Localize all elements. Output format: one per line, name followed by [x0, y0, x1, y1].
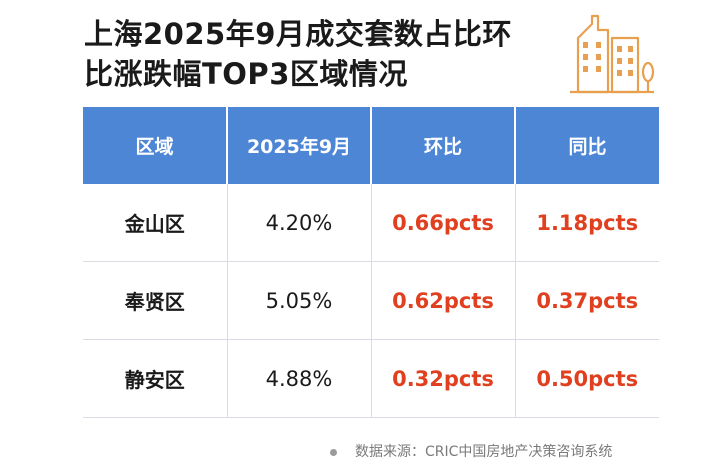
ratio-cell: 4.20%: [227, 184, 372, 262]
district-cell: 静安区: [83, 339, 228, 418]
header-row: 区域 2025年9月 环比 同比: [83, 107, 659, 184]
source-text: 数据来源：CRIC中国房地产决策咨询系统: [355, 444, 613, 460]
mom-cell: 0.62pcts: [371, 261, 516, 340]
header-yoy: 同比: [515, 107, 659, 184]
header-ratio: 2025年9月: [227, 107, 372, 184]
source-note: 数据来源：CRIC中国房地产决策咨询系统: [330, 441, 612, 461]
title-line-1: 上海2025年9月成交套数占比环: [84, 17, 512, 51]
mom-cell: 0.66pcts: [371, 184, 516, 262]
yoy-cell: 0.50pcts: [515, 339, 659, 418]
header-mom: 环比: [371, 107, 516, 184]
yoy-cell: 1.18pcts: [515, 184, 659, 262]
ratio-cell: 5.05%: [227, 261, 372, 340]
bullet-dot: [330, 448, 337, 456]
table-row: 奉贤区 5.05% 0.62pcts 0.37pcts: [83, 261, 659, 340]
data-table: 区域 2025年9月 环比 同比 金山区 4.20% 0.66pcts 1.18…: [83, 107, 659, 418]
ratio-cell: 4.88%: [227, 339, 372, 418]
table-row: 静安区 4.88% 0.32pcts 0.50pcts: [83, 339, 659, 418]
page-title: 上海2025年9月成交套数占比环 比涨跌幅TOP3区域情况: [84, 14, 574, 94]
yoy-cell: 0.37pcts: [515, 261, 659, 340]
district-cell: 奉贤区: [83, 261, 228, 340]
table-row: 金山区 4.20% 0.66pcts 1.18pcts: [83, 184, 659, 262]
title-line-2: 比涨跌幅TOP3区域情况: [84, 57, 408, 91]
building-icon: [570, 14, 655, 94]
header-district: 区域: [83, 107, 228, 184]
district-cell: 金山区: [83, 184, 228, 262]
mom-cell: 0.32pcts: [371, 339, 516, 418]
